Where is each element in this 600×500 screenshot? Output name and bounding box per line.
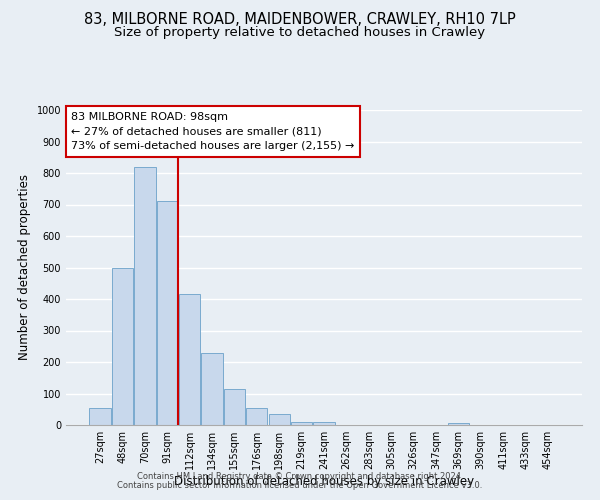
Bar — [202, 352, 223, 425]
Bar — [291, 422, 312, 425]
Bar — [269, 414, 290, 425]
Bar — [112, 268, 133, 425]
Bar — [89, 408, 111, 425]
Bar — [313, 422, 335, 425]
Text: Contains HM Land Registry data © Crown copyright and database right 2024.: Contains HM Land Registry data © Crown c… — [137, 472, 463, 481]
Bar — [224, 389, 245, 425]
Text: 83 MILBORNE ROAD: 98sqm
← 27% of detached houses are smaller (811)
73% of semi-d: 83 MILBORNE ROAD: 98sqm ← 27% of detache… — [71, 112, 355, 151]
Bar — [134, 166, 155, 425]
Bar — [246, 408, 268, 425]
Bar — [448, 424, 469, 425]
Y-axis label: Number of detached properties: Number of detached properties — [18, 174, 31, 360]
Text: Size of property relative to detached houses in Crawley: Size of property relative to detached ho… — [115, 26, 485, 39]
X-axis label: Distribution of detached houses by size in Crawley: Distribution of detached houses by size … — [174, 475, 474, 488]
Bar — [157, 202, 178, 425]
Text: Contains public sector information licensed under the Open Government Licence v3: Contains public sector information licen… — [118, 481, 482, 490]
Bar — [179, 294, 200, 425]
Text: 83, MILBORNE ROAD, MAIDENBOWER, CRAWLEY, RH10 7LP: 83, MILBORNE ROAD, MAIDENBOWER, CRAWLEY,… — [84, 12, 516, 28]
